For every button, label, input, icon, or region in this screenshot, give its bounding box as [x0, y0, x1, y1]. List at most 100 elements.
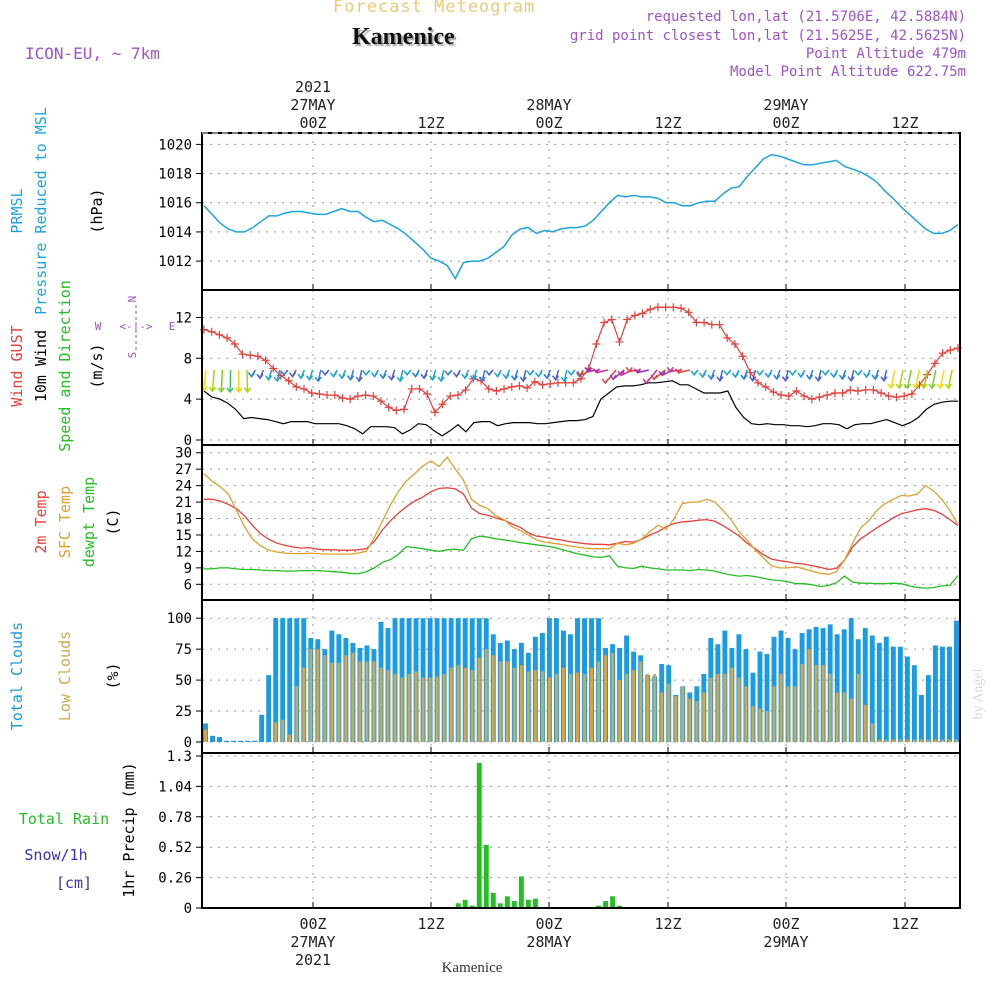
cloud-total-bar [280, 618, 286, 742]
ytick-label-precip-4: 1.04 [158, 779, 192, 795]
wind-arrowhead [592, 368, 601, 374]
cloud-total-bar [210, 735, 215, 742]
wind-arrowhead [625, 366, 633, 373]
gust-marker [284, 376, 293, 385]
credit-watermark: by Angel [971, 668, 986, 719]
wind-arrowhead [226, 387, 234, 394]
cloud-total-bar [947, 646, 952, 742]
cloud-total-bar [911, 665, 917, 742]
cloud-low-bar [716, 673, 720, 742]
cloud-low-bar [758, 708, 762, 742]
precip-bar [610, 896, 616, 908]
gust-marker [761, 382, 770, 391]
bottom-date-label: 28MAY [526, 933, 571, 951]
wind-arrowhead [280, 370, 288, 377]
precip-bar [532, 898, 538, 908]
gust-marker [792, 386, 801, 395]
ytick-label-wind-1: 4 [184, 392, 192, 408]
cloud-low-bar [477, 657, 481, 742]
wind-arrowhead [854, 370, 862, 377]
gust-marker [692, 318, 701, 327]
gust-marker [884, 392, 893, 401]
wind-arrowhead [944, 383, 953, 390]
cloud-low-bar [498, 661, 502, 742]
wind-arrowhead [666, 366, 674, 373]
cloud-low-bar [316, 649, 320, 742]
ytick-label-pressure-4: 1020 [158, 137, 192, 153]
wind-arrow [931, 369, 937, 389]
ytick-label-pressure-0: 1012 [158, 254, 192, 270]
text-layer: 1012101410161018102004812691215182124273… [8, 78, 986, 976]
wind-arrow [220, 369, 224, 392]
cloud-low-bar [772, 686, 776, 742]
precip-bar [525, 899, 531, 908]
cloud-low-bar [660, 692, 664, 742]
gust-marker [577, 374, 585, 383]
cloud-low-bar [561, 667, 565, 742]
compass-w: W [95, 320, 102, 333]
ylabel-pressure: Pressure Reduced to MSL [32, 107, 50, 315]
ylabel-ms: (m/s) [88, 343, 106, 388]
gust-marker [730, 339, 739, 348]
gust-marker [384, 403, 393, 412]
gust-marker [607, 315, 616, 324]
cloud-low-bar [905, 739, 909, 742]
wind-arrowhead [321, 370, 329, 377]
ylabel-1hr-precip: 1hr Precip (mm) [120, 762, 138, 897]
point-altitude: Point Altitude 479m [805, 46, 966, 62]
gust-marker [900, 392, 909, 401]
gust-marker [946, 346, 955, 355]
cloud-low-bar [583, 673, 586, 742]
precip-bar [518, 876, 524, 908]
cloud-low-bar [632, 670, 636, 742]
gust-marker [376, 397, 385, 406]
bottom-hour-label: 12Z [417, 915, 444, 933]
wind-arrow [890, 369, 896, 389]
cloud-low-bar [807, 649, 811, 742]
top-date-label: 27MAY [290, 96, 335, 114]
gust-marker [515, 381, 524, 390]
wind-arrowhead [493, 372, 502, 378]
cloud-low-bar [723, 673, 727, 742]
cloud-low-bar [800, 664, 804, 742]
wind-arrow [637, 369, 649, 374]
gust-marker [400, 405, 409, 414]
ytick-label-clouds-4: 100 [167, 611, 192, 627]
cloud-low-bar [898, 739, 902, 742]
precip-bar [497, 903, 503, 908]
wind-arrowhead [920, 383, 928, 390]
gust-marker [646, 305, 655, 314]
ylabel-total-clouds: Total Clouds [8, 622, 26, 730]
wind-arrowhead [903, 383, 912, 390]
wind-arrow [202, 369, 207, 391]
cloud-low-bar [590, 667, 593, 742]
gust-marker [653, 303, 662, 312]
cloud-low-bar [569, 673, 572, 742]
wind-arrowhead [370, 372, 379, 378]
gust-marker [476, 376, 485, 385]
cloud-low-bar [702, 692, 706, 742]
wind-arrowhead [478, 376, 486, 383]
cloud-low-bar [821, 665, 825, 742]
top-hour-label: 12Z [891, 114, 918, 132]
wind-arrowhead [338, 373, 346, 380]
wind-arrowhead [716, 376, 724, 382]
cloud-total-bar [834, 634, 840, 742]
cloud-total-bar [876, 642, 882, 742]
gust-marker [215, 330, 224, 339]
cloud-total-bar [890, 646, 896, 742]
precip-bar [490, 892, 496, 908]
bottom-hour-label: 00Z [535, 915, 562, 933]
ytick-label-clouds-3: 75 [175, 642, 192, 658]
wind-speed-line [203, 380, 958, 437]
gust-marker [638, 309, 647, 318]
precip-bar [511, 900, 517, 908]
gust-marker [600, 318, 609, 327]
wind-arrow [246, 369, 249, 392]
wind-arrowhead [601, 378, 609, 385]
wind-arrowhead [936, 383, 944, 390]
gust-marker [615, 337, 624, 346]
cloud-total-bar [954, 620, 959, 742]
panel-frame-wind [201, 289, 961, 446]
